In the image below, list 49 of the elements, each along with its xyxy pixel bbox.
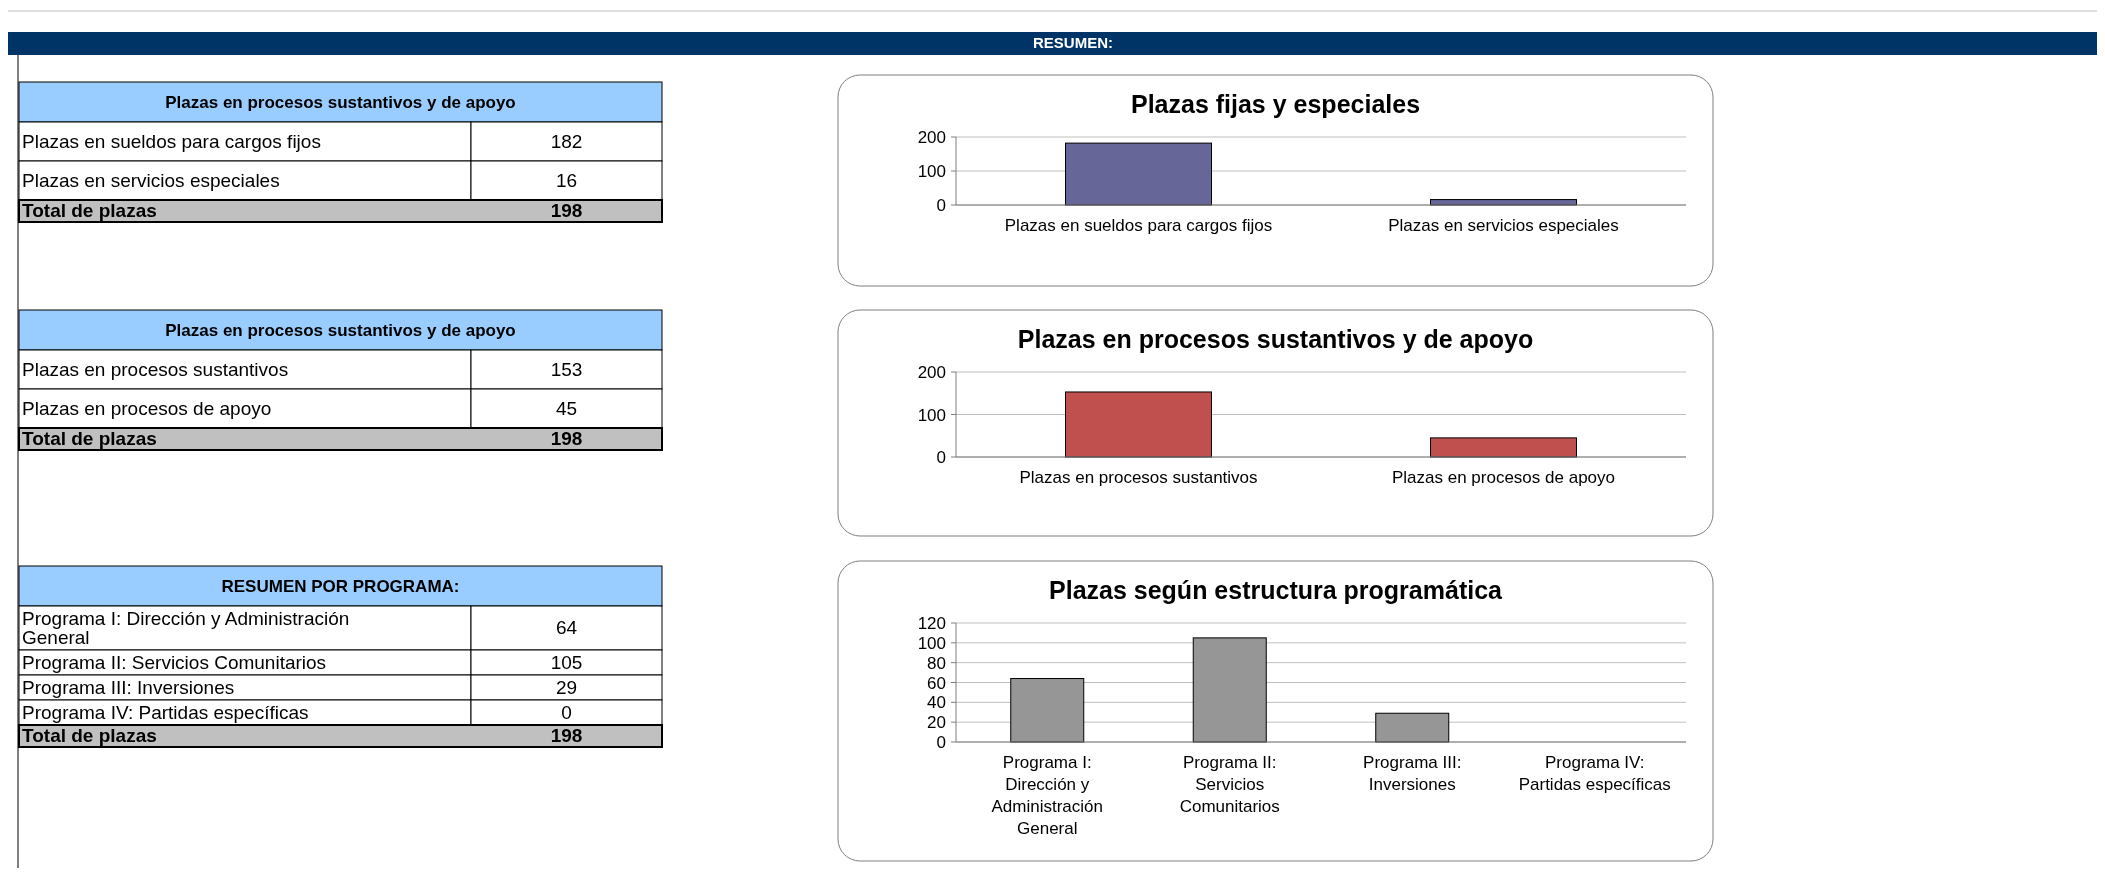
category-label: Plazas en procesos de apoyo (22, 397, 272, 419)
category-label: Programa I: Dirección y Administración General (22, 607, 350, 648)
text: RESUMEN: (1032, 34, 1114, 51)
data-label: 29 (555, 676, 578, 698)
category-label: Programa II: Servicios Comunitarios (22, 651, 327, 673)
data-label: 0 (561, 701, 572, 723)
data-label: 182 (550, 130, 583, 152)
y-tick-label: 120 (917, 614, 946, 633)
y-tick-label: 0 (936, 733, 946, 752)
text: Total de plazas (22, 725, 157, 746)
chart-title: Plazas según estructura programática (1049, 576, 1504, 604)
category-label: Plazas en servicios especiales (22, 169, 280, 191)
text: 198 (550, 428, 583, 449)
y-tick-label: 200 (917, 128, 946, 147)
y-tick-label: 200 (917, 363, 946, 382)
x-tick-label: Programa III: Inversiones (1363, 753, 1462, 794)
text: RESUMEN POR PROGRAMA: (221, 577, 460, 596)
x-tick-label: Programa IV: Partidas específicas (1518, 753, 1671, 794)
data-label: 153 (550, 358, 583, 380)
data-label: 45 (555, 397, 578, 419)
bar (1010, 678, 1085, 743)
y-tick-label: 100 (917, 405, 946, 425)
chart-title: Plazas fijas y especiales (1130, 90, 1421, 118)
text: Total de plazas (22, 200, 157, 221)
y-tick-label: 40 (927, 693, 946, 713)
x-tick-label: Programa I: Dirección y Administración General (991, 753, 1103, 838)
x-tick-label: Programa II: Servicios Comunitarios (1179, 753, 1280, 816)
category-label: Programa IV: Partidas específicas (22, 701, 309, 723)
chart-title: Plazas en procesos sustantivos y de apoyo (1017, 325, 1534, 353)
data-label: 105 (550, 651, 583, 673)
text: 198 (550, 725, 583, 746)
text: Total de plazas (22, 428, 157, 449)
category-label: Programa III: Inversiones (22, 676, 235, 698)
y-tick-label: 0 (936, 448, 946, 467)
data-label: 64 (555, 617, 578, 638)
y-tick-label: 100 (917, 633, 946, 653)
text: 198 (550, 200, 583, 221)
text: Plazas en procesos sustantivos y de apoyo (165, 93, 516, 112)
y-tick-label: 100 (917, 162, 946, 181)
category-label: Plazas en sueldos para cargos fijos (22, 130, 321, 152)
bar (1192, 637, 1267, 743)
y-tick-label: 60 (927, 673, 946, 693)
y-tick-label: 20 (927, 713, 946, 733)
bar (1375, 712, 1450, 743)
category-label: Plazas en procesos sustantivos (22, 358, 289, 380)
text: Plazas en procesos sustantivos y de apoyo (165, 321, 516, 340)
data-label: 16 (555, 169, 578, 191)
y-tick-label: 0 (936, 196, 946, 215)
y-tick-label: 80 (927, 653, 946, 673)
